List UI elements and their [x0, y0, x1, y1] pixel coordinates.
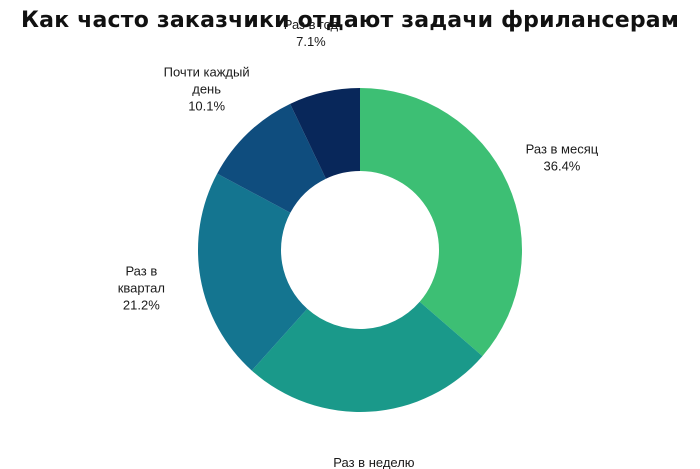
slice-name-3: день	[192, 81, 221, 96]
slice-labels: Раз в месяц 36.4% Раз в неделю25.3% Раз в кв…	[118, 17, 599, 469]
slice-value-3: 10.1%	[188, 98, 225, 113]
slice-label-1: Раз в неделю25.3%	[333, 455, 415, 469]
donut-slice-3	[217, 103, 326, 213]
donut-slice-1	[251, 301, 483, 412]
donut-slice-2	[198, 173, 308, 371]
slice-value-2: 21.2%	[123, 297, 160, 312]
slice-label-2: Раз в квартал 21.2%	[118, 263, 165, 312]
slice-value-4: 7.1%	[296, 34, 326, 49]
chart-title: Как часто заказчики отдают задачи фрилан…	[20, 8, 680, 33]
slice-label-0: Раз в месяц 36.4%	[526, 141, 599, 173]
slice-name-3: Почти каждый	[164, 64, 250, 79]
slice-name-2: квартал	[118, 280, 165, 295]
slice-value-0: 36.4%	[544, 158, 581, 173]
donut-slice-4	[290, 88, 360, 179]
slice-label-3: Почти каждый день 10.1%	[164, 64, 250, 113]
slice-name-1: Раз в неделю	[333, 455, 415, 469]
slice-name-0: Раз в месяц	[526, 141, 599, 156]
donut-slices	[198, 88, 522, 412]
donut-slice-0	[360, 88, 522, 357]
slice-name-4: Раз в год	[284, 17, 339, 32]
slice-name-2: Раз в	[125, 263, 157, 278]
slice-label-4: Раз в год 7.1%	[284, 17, 339, 49]
